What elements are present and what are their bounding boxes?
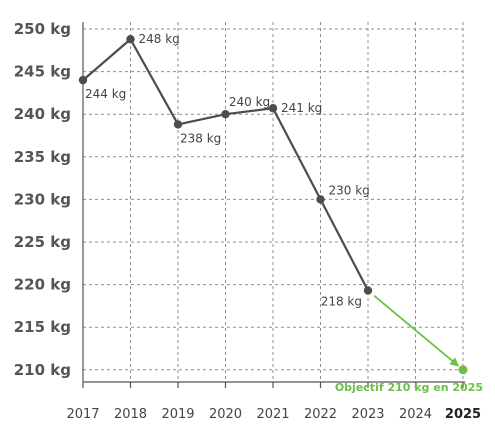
x-tick-label: 2024 [399,407,432,422]
target-label: Objectif 210 kg en 2025 [335,381,483,394]
data-point [363,286,373,295]
data-point [268,104,278,113]
x-tick-label: 2025 [445,407,481,422]
data-point [316,195,325,204]
target-projection [373,294,468,375]
chart-grid [83,22,464,382]
data-label: 230 kg [329,183,370,197]
data-point [126,35,135,44]
y-tick-label: 230 kg [14,190,71,208]
x-tick-label: 2017 [66,407,99,422]
data-label: 244 kg [85,87,126,101]
chart-axes: 250 kg 245 kg 240 kg 235 kg 230 kg 225 kg 220 … [14,20,481,422]
data-label: 241 kg [281,101,322,115]
data-label: 240 kg [229,95,270,109]
data-label: 238 kg [180,131,221,145]
data-point [221,110,230,119]
data-point [173,120,183,129]
series-layer [78,35,373,295]
y-tick-label: 220 kg [14,276,71,294]
data-label: 248 kg [139,32,180,46]
y-tick-label: 235 kg [14,148,71,166]
data-labels: Objectif 210 kg en 2025 244 kg 248 kg 238 k… [85,32,483,394]
target-arrowhead [449,357,460,367]
y-tick-label: 210 kg [14,361,71,379]
y-tick-label: 250 kg [14,20,71,38]
x-tick-label: 2022 [304,407,337,422]
y-tick-label: 215 kg [14,318,71,336]
x-tick-label: 2019 [161,407,194,422]
target-point [458,365,468,375]
data-label: 218 kg [321,295,362,309]
x-tick-label: 2021 [256,407,289,422]
data-point [78,75,88,85]
y-tick-label: 240 kg [14,105,71,123]
x-tick-label: 2018 [114,407,147,422]
x-tick-label: 2023 [351,407,384,422]
y-tick-label: 245 kg [14,63,71,81]
y-tick-label: 225 kg [14,233,71,251]
x-tick-label: 2020 [209,407,242,422]
target-arrow-line [373,294,455,363]
